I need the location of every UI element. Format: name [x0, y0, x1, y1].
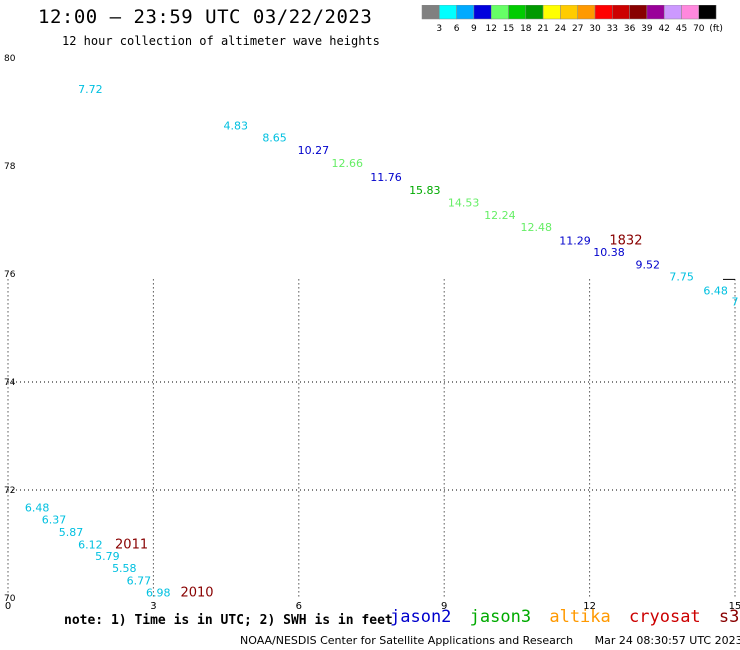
- footer-timestamp: Mar 24 08:30:57 UTC 2023: [594, 634, 740, 647]
- wave-height-label: 11.76: [370, 171, 402, 184]
- wave-height-label: 12.24: [484, 209, 516, 222]
- wave-height-label: 15.83: [409, 184, 441, 197]
- colorbar-swatch: [698, 5, 717, 20]
- wave-height-label: 6.12: [78, 538, 103, 551]
- units-note: note: 1) Time is in UTC; 2) SWH is in fe…: [64, 613, 393, 628]
- colorbar-label: 6: [454, 24, 460, 34]
- colorbar-label: 36: [624, 24, 636, 34]
- colorbar-label: 15: [503, 24, 514, 34]
- wave-height-label: 7: [732, 295, 739, 308]
- colorbar-label: 33: [607, 24, 618, 34]
- colorbar-label: (ft): [709, 24, 723, 34]
- chart-subtitle: 12 hour collection of altimeter wave hei…: [62, 34, 380, 48]
- colorbar-label: 21: [537, 24, 548, 34]
- colorbar-label: 9: [471, 24, 477, 34]
- colorbar-label: 70: [693, 24, 705, 34]
- x-tick-label: 15: [729, 601, 740, 610]
- x-tick-label: 0: [5, 601, 11, 610]
- wave-height-label: 12.48: [521, 221, 553, 234]
- x-tick-label: 6: [296, 601, 302, 610]
- legend-altika: altika: [549, 607, 611, 627]
- wave-height-label: 6.77: [127, 575, 152, 588]
- colorbar-label: 3: [436, 24, 442, 34]
- wave-height-label: 7.75: [669, 270, 694, 283]
- colorbar-label: 12: [485, 24, 496, 34]
- pass-time-label: 2011: [115, 537, 148, 552]
- legend-jason2: jason2: [390, 607, 452, 627]
- satellite-legend: jason2 jason3 altika cryosat s3a: [390, 607, 740, 627]
- wave-height-label: 12.66: [332, 157, 364, 170]
- colorbar-label: 39: [641, 24, 653, 34]
- wave-height-label: 5.87: [59, 526, 84, 539]
- wave-height-label: 7.72: [78, 83, 103, 96]
- x-tick-label: 3: [150, 601, 156, 610]
- wave-height-label: 6.98: [146, 586, 171, 599]
- wave-height-label: 10.27: [298, 144, 330, 157]
- wave-height-colorbar: 3 6 9 12 15 18 21 24 27 30 33 36 39 42 45 70 (ft): [421, 5, 723, 34]
- footer: NOAA/NESDIS Center for Satellite Applica…: [240, 634, 740, 647]
- pass-time-label: 2010: [180, 585, 213, 600]
- wave-height-label: 5.79: [95, 550, 120, 563]
- legend-jason3: jason3: [469, 607, 532, 627]
- colorbar-label: 24: [555, 24, 567, 34]
- wave-height-label: 11.29: [559, 234, 591, 247]
- y-tick-label: 80: [4, 54, 16, 64]
- footer-credit: NOAA/NESDIS Center for Satellite Applica…: [240, 634, 574, 647]
- y-tick-label: 78: [4, 162, 16, 172]
- wave-height-label: 5.58: [112, 562, 137, 575]
- x-tick-label: 9: [441, 601, 447, 610]
- colorbar-label: 42: [658, 24, 669, 34]
- colorbar-label: 30: [589, 24, 601, 34]
- wave-height-label: 6.48: [25, 502, 50, 515]
- wave-height-label: 14.53: [448, 197, 480, 210]
- wave-height-label: 6.48: [703, 285, 728, 298]
- y-tick-label: 70: [4, 594, 16, 604]
- y-tick-label: 72: [4, 486, 15, 496]
- x-tick-label: 12: [583, 601, 596, 610]
- colorbar-label: 27: [572, 24, 583, 34]
- wave-height-label: 9.52: [636, 259, 661, 272]
- chart-title: 12:00 – 23:59 UTC 03/22/2023: [38, 6, 373, 28]
- y-tick-label: 76: [4, 270, 16, 280]
- legend-s3a: s3a: [718, 607, 740, 627]
- legend-cryosat: cryosat: [629, 607, 701, 627]
- wave-height-label: 6.37: [42, 513, 67, 526]
- colorbar-label: 45: [676, 24, 687, 34]
- pass-time-label: 1832: [609, 233, 642, 248]
- wave-height-label: 10.38: [593, 246, 625, 259]
- wave-height-label: 4.83: [224, 119, 249, 132]
- colorbar-label: 18: [520, 24, 532, 34]
- wave-height-label: 8.65: [262, 132, 287, 145]
- y-tick-label: 74: [4, 378, 16, 388]
